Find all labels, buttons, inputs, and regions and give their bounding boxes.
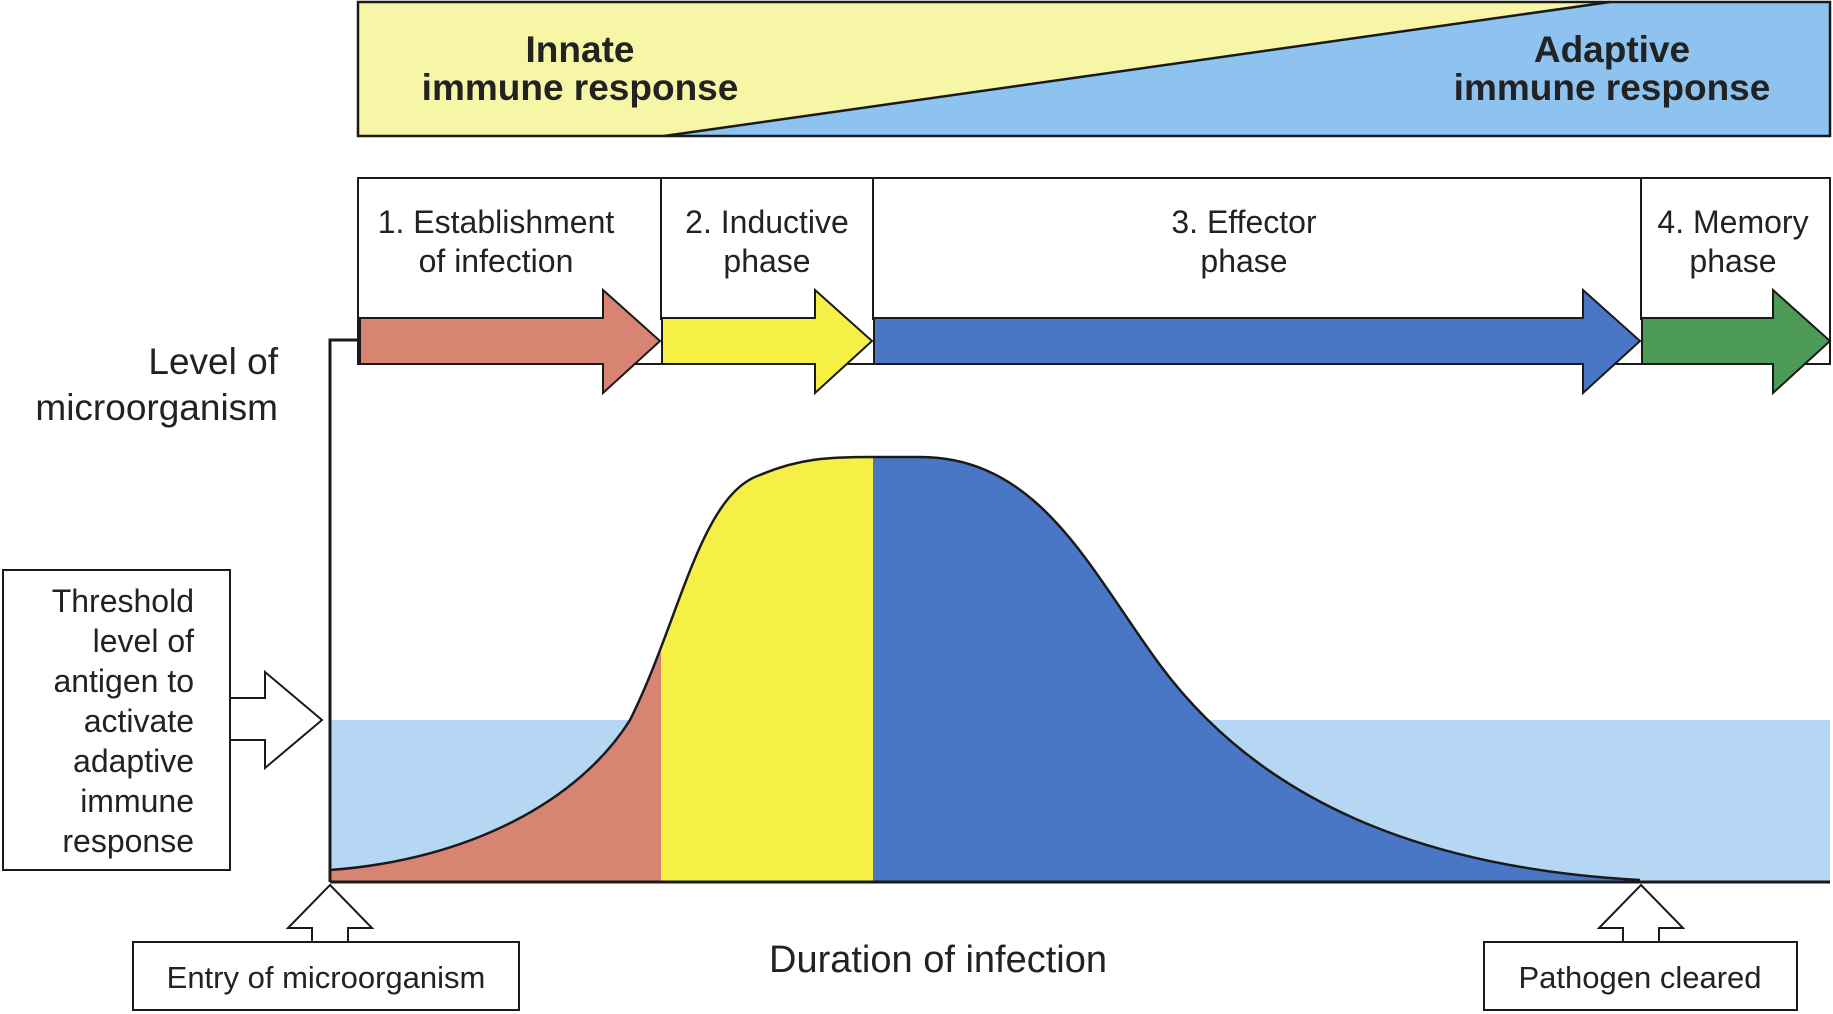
- cleared-label: Pathogen cleared: [1518, 960, 1761, 995]
- threshold-label-line-2: level of: [93, 623, 195, 659]
- innate-subtitle: immune response: [422, 67, 739, 108]
- y-axis-label-line-2: microorganism: [35, 387, 278, 428]
- phase-4-title: 4. Memory: [1657, 204, 1808, 240]
- threshold-box: [2, 569, 231, 871]
- phase-4-subtitle: phase: [1689, 243, 1776, 279]
- phase-2-arrow: [661, 287, 874, 396]
- entry-arrow: [285, 883, 375, 943]
- threshold-label-line-1: Threshold: [52, 583, 194, 619]
- phase-1-subtitle: of infection: [419, 243, 574, 279]
- banner-divider: [663, 0, 1611, 138]
- phase-2-title: 2. Inductive: [685, 204, 849, 240]
- phase-1-arrow: [359, 287, 662, 396]
- innate-title: Innate: [526, 29, 635, 70]
- cleared-callout: Pathogen cleared: [1483, 883, 1798, 1011]
- phase-arrows: [359, 287, 1832, 396]
- curve-fill-phase-2: [661, 457, 873, 881]
- response-banner: Innate immune response Adaptive immune r…: [356, 0, 1832, 138]
- threshold-arrow: [229, 669, 324, 771]
- cleared-box: [1483, 941, 1798, 1011]
- entry-callout: Entry of microorganism: [132, 883, 520, 1011]
- pathogen-curve: [329, 455, 1641, 882]
- phase-3-title: 3. Effector: [1171, 204, 1317, 240]
- y-axis: [328, 338, 358, 882]
- threshold-callout: Threshold level of antigen to activate a…: [2, 569, 324, 871]
- banner-border: [356, 0, 1832, 138]
- threshold-label-line-4: activate: [84, 703, 194, 739]
- cleared-arrow: [1596, 883, 1686, 943]
- adaptive-wedge: [664, 2, 1830, 136]
- adaptive-title: Adaptive: [1534, 29, 1690, 70]
- phase-2-subtitle: phase: [723, 243, 810, 279]
- threshold-label-line-6: immune: [80, 783, 194, 819]
- phase-3-subtitle: phase: [1200, 243, 1287, 279]
- x-axis-label: Duration of infection: [769, 939, 1107, 981]
- threshold-label-line-3: antigen to: [53, 663, 194, 699]
- entry-box: [132, 941, 520, 1011]
- plot-area: [328, 338, 1830, 884]
- entry-label: Entry of microorganism: [167, 960, 486, 995]
- threshold-label-line-5: adaptive: [73, 743, 194, 779]
- y-axis-label-line-1: Level of: [148, 341, 278, 382]
- adaptive-subtitle: immune response: [1454, 67, 1771, 108]
- phase-1-title: 1. Establishment: [378, 204, 615, 240]
- phase-3-arrow: [873, 287, 1642, 396]
- threshold-label-line-7: response: [62, 823, 194, 859]
- phase-4-arrow: [1641, 287, 1832, 396]
